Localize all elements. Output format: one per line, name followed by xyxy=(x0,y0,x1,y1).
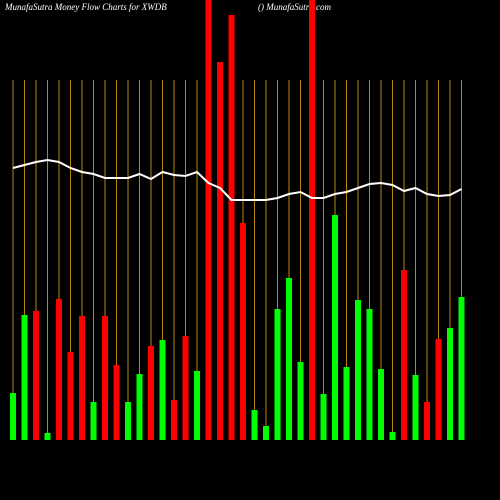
bar xyxy=(67,352,74,440)
bar xyxy=(44,433,51,440)
bar xyxy=(251,410,258,440)
bar xyxy=(355,300,361,440)
bar xyxy=(148,346,154,440)
bar xyxy=(56,299,62,440)
chart-subtitle: () MunafaSutra.com xyxy=(258,2,331,12)
bar xyxy=(401,270,407,440)
bar xyxy=(125,402,131,440)
bar xyxy=(90,402,97,440)
bar xyxy=(113,365,120,440)
bar xyxy=(182,336,189,440)
bar xyxy=(274,309,281,440)
bar xyxy=(263,426,269,440)
bar xyxy=(389,432,396,440)
bar xyxy=(297,362,304,440)
bar xyxy=(435,339,442,440)
bar xyxy=(102,316,108,440)
chart-title: MunafaSutra Money Flow Charts for XWDB xyxy=(4,2,167,12)
bar xyxy=(228,15,235,440)
bar xyxy=(159,340,166,440)
bar xyxy=(412,375,419,440)
bar xyxy=(309,0,315,440)
bar xyxy=(194,371,200,440)
bar xyxy=(171,400,177,440)
bar xyxy=(320,394,327,440)
bar xyxy=(458,297,465,440)
bar xyxy=(217,62,223,440)
bar xyxy=(447,328,453,440)
bar xyxy=(136,374,143,440)
bar xyxy=(21,315,28,440)
bar xyxy=(240,223,246,440)
bar xyxy=(286,278,292,440)
bar xyxy=(378,369,384,440)
bar xyxy=(79,316,85,440)
bar xyxy=(424,402,430,440)
bar xyxy=(205,0,212,440)
bar xyxy=(33,311,39,440)
bar xyxy=(343,367,350,440)
money-flow-line xyxy=(12,158,462,201)
bar xyxy=(10,393,16,440)
bar xyxy=(366,309,373,440)
bar xyxy=(332,215,338,440)
